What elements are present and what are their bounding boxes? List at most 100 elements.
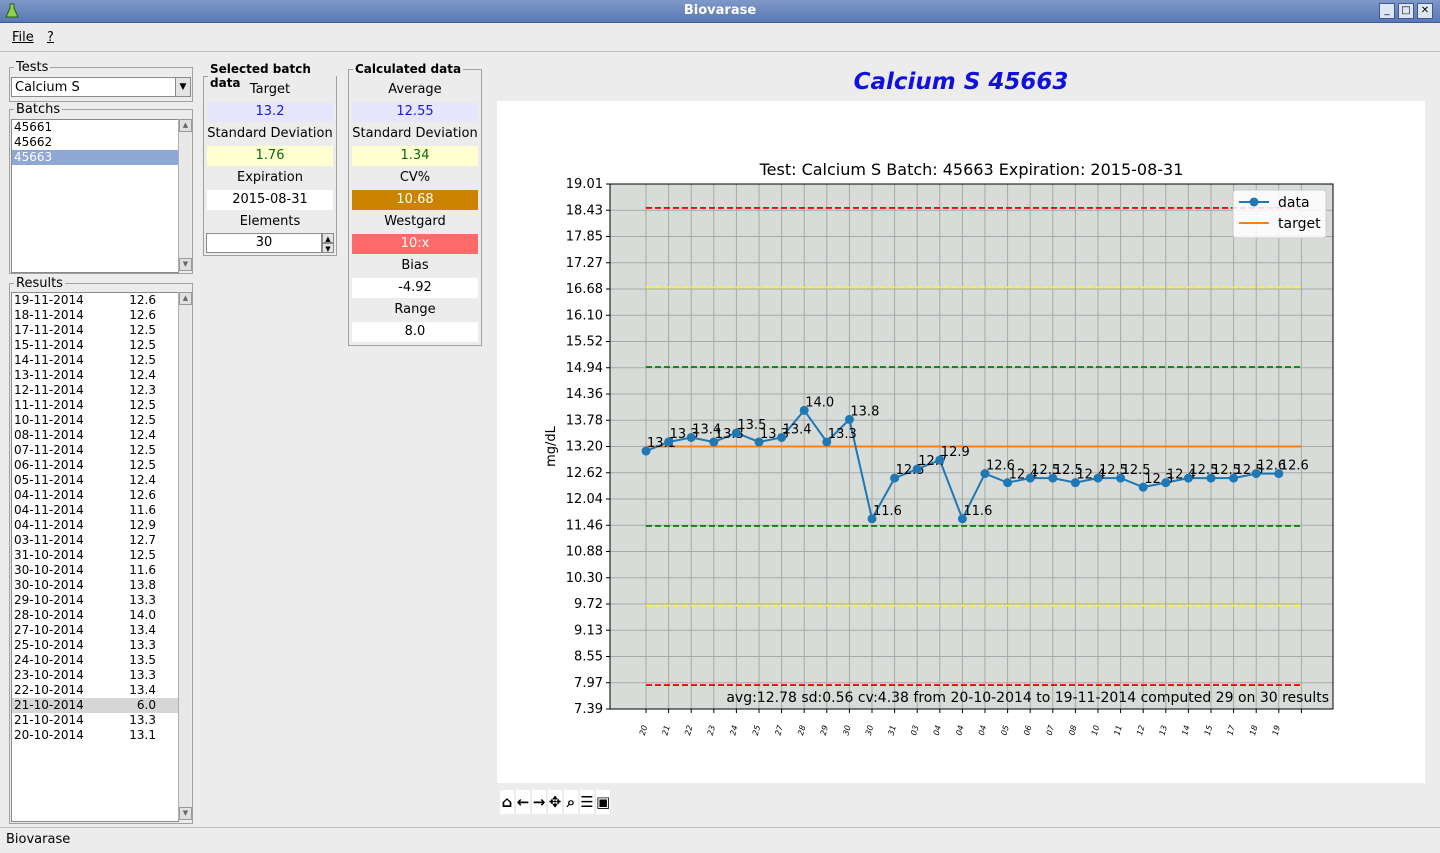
x-tick-label: 03 [909, 724, 920, 736]
result-list-item[interactable]: 06-11-2014 12.5 [12, 458, 178, 473]
data-point [1251, 469, 1261, 479]
data-point [1093, 473, 1103, 483]
tests-combobox[interactable]: Calcium S ▼ [11, 77, 191, 97]
y-axis-label: mg/dL [544, 425, 559, 467]
x-tick-label: 21 [661, 724, 672, 736]
data-point [1138, 482, 1148, 492]
batch-list-item[interactable]: 45661 [14, 120, 53, 134]
legend-target-label: target [1278, 216, 1321, 232]
result-date: 31-10-2014 [14, 548, 84, 562]
result-value: 13.3 [129, 638, 156, 652]
result-list-item[interactable]: 05-11-2014 12.4 [12, 473, 178, 488]
result-date: 22-10-2014 [14, 683, 84, 697]
scroll-down-icon[interactable]: ▼ [179, 258, 192, 271]
result-list-item[interactable]: 27-10-2014 13.4 [12, 623, 178, 638]
result-list-item[interactable]: 04-11-2014 12.6 [12, 488, 178, 503]
result-date: 23-10-2014 [14, 668, 84, 682]
result-list-item[interactable]: 13-11-2014 12.4 [12, 368, 178, 383]
spin-up-icon[interactable]: ▲ [322, 233, 334, 243]
back-icon[interactable]: ← [516, 790, 530, 814]
batchs-listbox[interactable]: 45661 45662 45663 [11, 119, 179, 273]
result-value: 12.6 [129, 308, 156, 322]
forward-icon[interactable]: → [532, 790, 546, 814]
range-value: 8.0 [352, 322, 478, 342]
westgard-value: 10:x [352, 234, 478, 254]
result-list-item[interactable]: 20-10-2014 13.1 [12, 728, 178, 743]
menu-bar [0, 23, 1440, 52]
x-tick-label: 25 [751, 724, 762, 736]
scroll-down-icon[interactable]: ▼ [179, 807, 192, 820]
result-list-item[interactable]: 08-11-2014 12.4 [12, 428, 178, 443]
result-list-item[interactable]: 28-10-2014 14.0 [12, 608, 178, 623]
result-list-item[interactable]: 14-11-2014 12.5 [12, 353, 178, 368]
pan-icon[interactable]: ✥ [548, 790, 562, 814]
data-label: 12.6 [1280, 459, 1309, 474]
data-label: 13.4 [783, 422, 812, 437]
scroll-up-icon[interactable]: ▲ [179, 292, 192, 305]
expiration-label: Expiration [237, 170, 303, 185]
result-list-item[interactable]: 18-11-2014 12.6 [12, 308, 178, 323]
title-bar: Biovarase [0, 0, 1440, 23]
result-list-item[interactable]: 11-11-2014 12.5 [12, 398, 178, 413]
home-icon[interactable]: ⌂ [500, 790, 514, 814]
result-list-item[interactable]: 19-11-2014 12.6 [12, 293, 178, 308]
data-point [731, 428, 741, 438]
x-tick-label: 05 [1000, 724, 1011, 736]
elements-spinbox[interactable]: 30 [206, 233, 322, 253]
result-list-item[interactable]: 15-11-2014 12.5 [12, 338, 178, 353]
result-list-item[interactable]: 21-10-2014 6.0 [12, 698, 178, 713]
result-list-item[interactable]: 23-10-2014 13.3 [12, 668, 178, 683]
batch-list-item[interactable]: 45662 [14, 135, 53, 149]
zoom-icon[interactable]: ⌕ [564, 790, 578, 814]
subplots-icon[interactable]: ☰ [580, 790, 594, 814]
result-list-item[interactable]: 25-10-2014 13.3 [12, 638, 178, 653]
range-label: Range [394, 302, 436, 317]
spin-down-icon[interactable]: ▼ [322, 243, 334, 253]
result-list-item[interactable]: 04-11-2014 11.6 [12, 503, 178, 518]
y-tick-label: 8.55 [574, 650, 603, 665]
data-point [822, 437, 832, 447]
x-tick-label: 15 [1203, 724, 1214, 736]
menu-file[interactable]: File [12, 30, 34, 45]
result-list-item[interactable]: 17-11-2014 12.5 [12, 323, 178, 338]
result-value: 12.5 [129, 338, 156, 352]
result-list-item[interactable]: 12-11-2014 12.3 [12, 383, 178, 398]
data-point [867, 514, 877, 524]
result-date: 30-10-2014 [14, 563, 84, 577]
batchs-scrollbar[interactable]: ▲ ▼ [178, 119, 192, 271]
result-list-item[interactable]: 03-11-2014 12.7 [12, 533, 178, 548]
chart-title: Test: Calcium S Batch: 45663 Expiration:… [759, 160, 1184, 179]
minimize-button[interactable]: _ [1379, 3, 1395, 19]
data-point [754, 437, 764, 447]
result-list-item[interactable]: 30-10-2014 11.6 [12, 563, 178, 578]
result-list-item[interactable]: 30-10-2014 13.8 [12, 578, 178, 593]
result-value: 12.5 [129, 398, 156, 412]
menu-help[interactable]: ? [47, 30, 54, 45]
y-tick-label: 16.68 [566, 282, 603, 297]
result-list-item[interactable]: 10-11-2014 12.5 [12, 413, 178, 428]
data-point [844, 414, 854, 424]
maximize-button[interactable]: □ [1398, 3, 1414, 19]
scroll-up-icon[interactable]: ▲ [179, 119, 192, 132]
data-label: 12.5 [1122, 463, 1151, 478]
results-listbox[interactable]: 19-11-2014 12.6 18-11-2014 12.6 17-11-2014 12… [11, 292, 179, 822]
stats-annotation: avg:12.78 sd:0.56 cv:4.38 from 20-10-201… [726, 690, 1329, 706]
result-list-item[interactable]: 31-10-2014 12.5 [12, 548, 178, 563]
chevron-down-icon[interactable]: ▼ [175, 78, 190, 96]
result-list-item[interactable]: 24-10-2014 13.5 [12, 653, 178, 668]
result-list-item[interactable]: 21-10-2014 13.3 [12, 713, 178, 728]
data-label: 13.3 [828, 427, 857, 442]
close-button[interactable]: ✕ [1417, 3, 1433, 19]
bias-label: Bias [401, 258, 429, 273]
save-icon[interactable]: ▣ [596, 790, 610, 814]
result-list-item[interactable]: 07-11-2014 12.5 [12, 443, 178, 458]
results-scrollbar[interactable]: ▲ ▼ [178, 292, 192, 820]
y-tick-label: 7.97 [574, 676, 603, 691]
data-label: 14.0 [805, 395, 834, 410]
x-tick-label: 07 [1045, 723, 1057, 736]
result-list-item[interactable]: 22-10-2014 13.4 [12, 683, 178, 698]
result-list-item[interactable]: 29-10-2014 13.3 [12, 593, 178, 608]
result-list-item[interactable]: 04-11-2014 12.9 [12, 518, 178, 533]
batch-list-item[interactable]: 45663 [12, 150, 178, 165]
x-tick-label: 04 [932, 724, 943, 736]
